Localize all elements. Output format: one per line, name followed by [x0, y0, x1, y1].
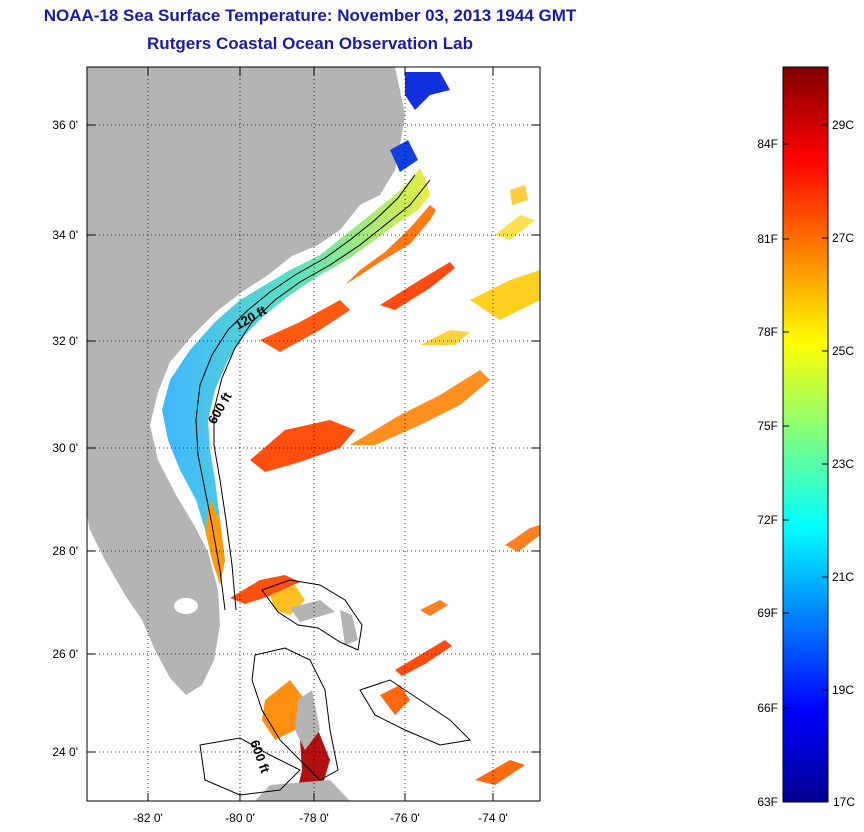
lat-tick-label: 30 0' — [52, 441, 78, 455]
sst-cold-patch — [405, 72, 450, 110]
colorbar-f-label: 84F — [757, 137, 778, 151]
lat-tick-label: 34 0' — [52, 228, 78, 242]
lake-okeechobee — [174, 598, 198, 614]
colorbar-c-label: 29C — [832, 118, 854, 132]
abaco-island — [340, 610, 358, 645]
colorbar-gradient — [782, 66, 829, 803]
colorbar-c-label: 19C — [832, 683, 854, 697]
colorbar-f-label: 78F — [757, 325, 778, 339]
lat-tick-label: 32 0' — [52, 334, 78, 348]
colorbar-f-label: 75F — [757, 419, 778, 433]
temperature-colorbar: 84F 81F 78F 75F 72F 69F 66F 63F 29C 27C … — [757, 66, 855, 809]
lon-axis-labels: -82 0' -80 0' -78 0' -76 0' -74 0' — [133, 811, 508, 825]
map-title: NOAA-18 Sea Surface Temperature: Novembe… — [43, 6, 577, 25]
colorbar-c-label: 25C — [832, 344, 854, 358]
colorbar-f-label: 63F — [757, 795, 778, 809]
lon-tick-label: -78 0' — [299, 811, 329, 825]
lat-tick-label: 26 0' — [52, 647, 78, 661]
colorbar-f-label: 81F — [757, 232, 778, 246]
land-mass — [87, 67, 405, 695]
lat-tick-label: 24 0' — [52, 745, 78, 759]
cuba-land — [255, 780, 350, 801]
lon-tick-label: -74 0' — [478, 811, 508, 825]
lat-tick-label: 36 0' — [52, 118, 78, 132]
lat-tick-label: 28 0' — [52, 544, 78, 558]
colorbar-c-label: 21C — [832, 570, 854, 584]
grand-bahama — [290, 600, 335, 622]
colorbar-c-label: 17C — [833, 795, 855, 809]
colorbar-f-label: 66F — [757, 701, 778, 715]
lat-axis-labels: 36 0' 34 0' 32 0' 30 0' 28 0' 26 0' 24 0… — [52, 118, 78, 759]
colorbar-f-label: 69F — [757, 606, 778, 620]
lon-tick-label: -82 0' — [133, 811, 163, 825]
colorbar-c-label: 23C — [832, 457, 854, 471]
sst-shelf-water — [162, 168, 430, 585]
sst-sound-patch — [390, 140, 418, 172]
lon-tick-label: -76 0' — [390, 811, 420, 825]
colorbar-c-label: 27C — [832, 231, 854, 245]
colorbar-f-label: 72F — [757, 513, 778, 527]
bathymetry-contours — [195, 174, 472, 796]
lon-tick-label: -80 0' — [225, 811, 255, 825]
axis-ticks — [87, 67, 540, 801]
map-subtitle: Rutgers Coastal Ocean Observation Lab — [147, 34, 473, 53]
